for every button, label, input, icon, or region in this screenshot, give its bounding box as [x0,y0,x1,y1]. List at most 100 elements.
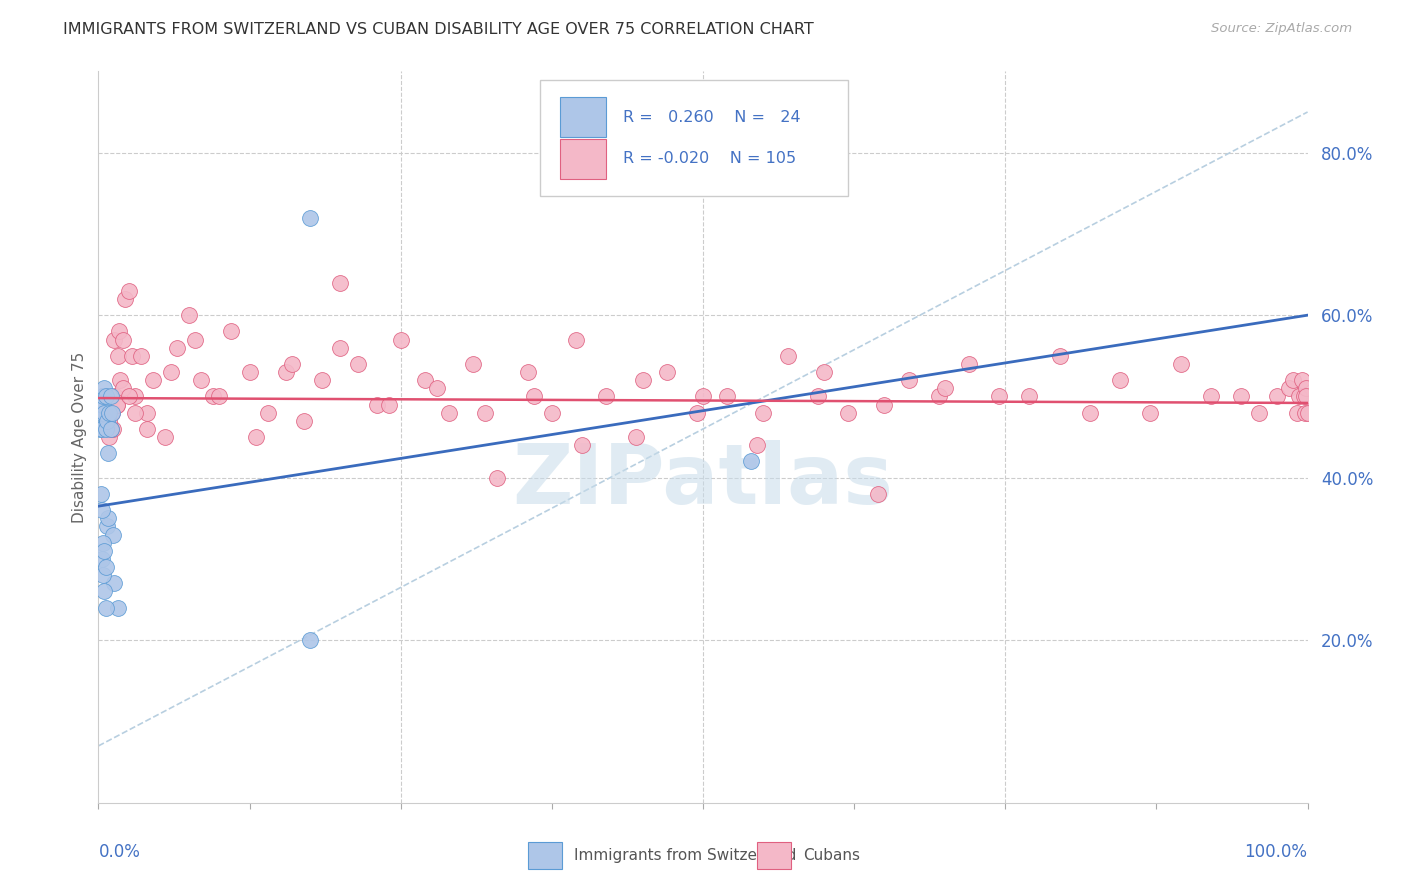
Point [813,365,835,379]
Point [540,406,562,420]
Point [897,373,920,387]
Point [91,398,114,412]
Point [1288,389,1310,403]
Point [100,422,122,436]
Point [93,406,115,420]
Point [1199,389,1222,403]
Text: ZIPatlas: ZIPatlas [513,441,893,522]
Point [1296,406,1319,420]
Point [93,584,115,599]
Text: R =   0.260    N =   24: R = 0.260 N = 24 [623,110,801,125]
Point [98,406,121,420]
Point [1294,406,1316,420]
Point [93,544,115,558]
Point [299,633,322,648]
Point [516,365,538,379]
Point [747,438,769,452]
Point [256,406,278,420]
Point [389,333,412,347]
FancyBboxPatch shape [540,80,848,195]
Point [103,333,125,347]
Point [1291,373,1313,387]
Point [1278,381,1301,395]
Point [100,389,122,403]
Point [202,389,225,403]
Point [100,406,122,420]
Point [135,406,157,420]
Point [208,389,231,403]
Point [91,398,114,412]
Point [245,430,267,444]
Point [142,373,165,387]
Point [1267,389,1289,403]
Point [299,211,322,225]
Point [837,406,859,420]
Point [221,325,243,339]
Point [91,503,114,517]
Point [740,454,762,468]
Point [97,398,120,412]
Point [281,357,304,371]
Point [91,535,114,549]
FancyBboxPatch shape [561,97,606,137]
Point [274,365,297,379]
Point [329,276,352,290]
Point [1170,357,1192,371]
Point [413,373,436,387]
Point [111,381,134,395]
Point [716,389,738,403]
Point [1285,406,1308,420]
Point [96,414,118,428]
Point [103,576,125,591]
Point [97,511,120,525]
Point [94,422,117,436]
Point [934,381,956,395]
Point [463,357,485,371]
Point [329,341,352,355]
Point [571,438,593,452]
Point [166,341,188,355]
Point [121,349,143,363]
Point [957,357,980,371]
Point [1295,381,1317,395]
FancyBboxPatch shape [527,841,561,870]
Point [93,381,115,395]
Text: Cubans: Cubans [803,848,860,863]
Point [124,389,146,403]
Point [1049,349,1071,363]
Point [1018,389,1040,403]
Point [595,389,617,403]
Point [1078,406,1101,420]
Point [631,373,654,387]
Point [91,552,114,566]
Point [868,487,890,501]
FancyBboxPatch shape [758,841,792,870]
Point [776,349,799,363]
Point [107,349,129,363]
Point [752,406,775,420]
Point [655,365,678,379]
Point [1230,389,1253,403]
Point [692,389,714,403]
Point [94,389,117,403]
Point [1295,389,1317,403]
Point [104,389,127,403]
Point [124,406,146,420]
Point [366,398,388,412]
Point [105,398,128,412]
Point [179,308,201,322]
Point [108,373,131,387]
Point [93,406,115,420]
Point [1292,389,1315,403]
Point [426,381,449,395]
Point [311,373,333,387]
Text: 100.0%: 100.0% [1244,843,1308,861]
Point [94,600,117,615]
Point [97,446,120,460]
Point [98,414,121,428]
Point [1109,373,1132,387]
Text: R = -0.020    N = 105: R = -0.020 N = 105 [623,152,796,166]
Point [565,333,588,347]
Point [873,398,896,412]
Point [1139,406,1161,420]
